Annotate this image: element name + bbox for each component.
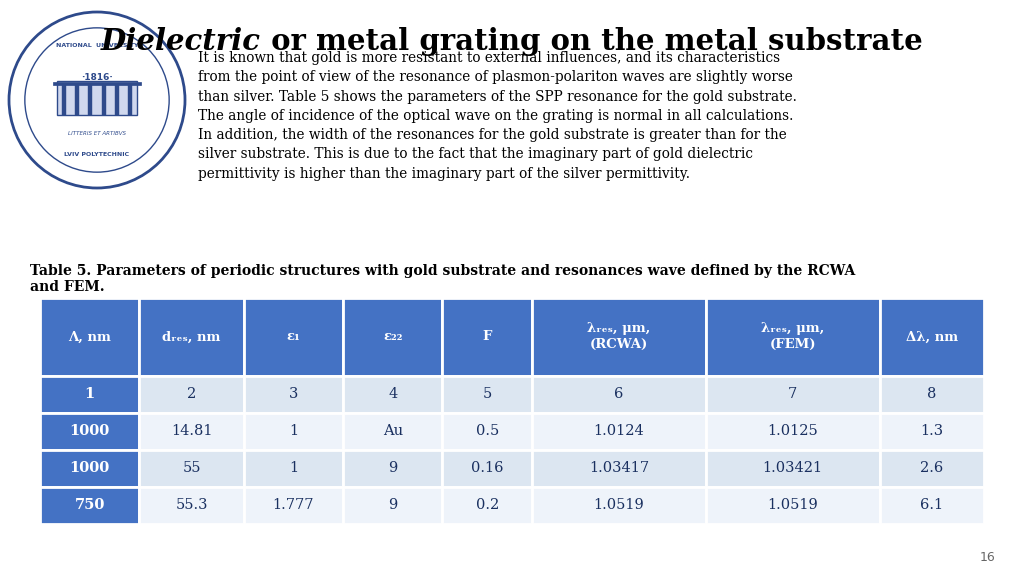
Bar [101, 85, 105, 115]
Bar [40, 450, 139, 487]
Bar [706, 413, 880, 450]
Bar [115, 85, 119, 115]
Bar [880, 450, 984, 487]
Text: 1.0124: 1.0124 [594, 425, 644, 438]
Text: 1: 1 [289, 461, 298, 475]
Bar [880, 413, 984, 450]
Bar [880, 376, 984, 413]
Bar [244, 487, 343, 524]
Text: 16: 16 [979, 551, 995, 564]
Bar [244, 413, 343, 450]
Text: 6.1: 6.1 [921, 498, 943, 513]
Text: 4: 4 [388, 387, 397, 401]
Bar [706, 298, 880, 376]
Bar [139, 450, 244, 487]
Bar [442, 413, 531, 450]
Text: LVIV POLYTECHNIC: LVIV POLYTECHNIC [65, 152, 130, 157]
Bar [57, 81, 136, 115]
Bar [442, 298, 531, 376]
Text: 1.0519: 1.0519 [594, 498, 644, 513]
Text: LITTERIS ET ARTIBVS: LITTERIS ET ARTIBVS [68, 131, 126, 136]
Bar [343, 487, 442, 524]
Bar [244, 376, 343, 413]
Text: and FEM.: and FEM. [30, 280, 104, 294]
Bar [343, 413, 442, 450]
Text: 2.6: 2.6 [921, 461, 943, 475]
Bar [531, 298, 706, 376]
Text: λᵣₑₛ, μm,
(FEM): λᵣₑₛ, μm, (FEM) [761, 323, 824, 351]
Text: 14.81: 14.81 [171, 425, 212, 438]
Bar [139, 298, 244, 376]
Text: 2: 2 [187, 387, 197, 401]
Bar [128, 85, 132, 115]
Text: λᵣₑₛ, μm,
(RCWA): λᵣₑₛ, μm, (RCWA) [587, 323, 650, 351]
Text: 1.3: 1.3 [921, 425, 943, 438]
Bar [706, 450, 880, 487]
Text: Dielectric: Dielectric [101, 27, 261, 56]
Bar [88, 85, 92, 115]
Bar [343, 376, 442, 413]
Bar [706, 376, 880, 413]
Text: 0.2: 0.2 [475, 498, 499, 513]
Text: 5: 5 [482, 387, 492, 401]
Bar [244, 450, 343, 487]
Bar [244, 298, 343, 376]
Text: 1.777: 1.777 [272, 498, 314, 513]
Text: 1000: 1000 [70, 425, 110, 438]
Bar [343, 298, 442, 376]
Text: 9: 9 [388, 498, 397, 513]
Text: 0.5: 0.5 [475, 425, 499, 438]
Bar [139, 487, 244, 524]
Text: Table 5. Parameters of periodic structures with gold substrate and resonances wa: Table 5. Parameters of periodic structur… [30, 264, 855, 278]
Bar [139, 413, 244, 450]
Bar [75, 85, 79, 115]
Bar [442, 376, 531, 413]
Text: 1000: 1000 [70, 461, 110, 475]
Text: 3: 3 [289, 387, 298, 401]
Bar [531, 450, 706, 487]
Text: 6: 6 [614, 387, 624, 401]
Bar [40, 298, 139, 376]
Text: 1: 1 [85, 387, 95, 401]
Bar [53, 82, 140, 85]
Text: or metal grating on the metal substrate: or metal grating on the metal substrate [261, 27, 923, 56]
Text: ·1816·: ·1816· [81, 74, 113, 82]
Text: 8: 8 [927, 387, 937, 401]
Bar [139, 376, 244, 413]
Text: 55.3: 55.3 [175, 498, 208, 513]
Bar [880, 298, 984, 376]
Bar [62, 85, 66, 115]
Text: Δλ, nm: Δλ, nm [906, 331, 957, 343]
Text: F: F [482, 331, 492, 343]
Bar [40, 413, 139, 450]
Text: 1: 1 [289, 425, 298, 438]
Text: ε₁: ε₁ [287, 331, 300, 343]
Bar [442, 487, 531, 524]
Bar [40, 487, 139, 524]
Bar [706, 487, 880, 524]
Text: NATIONAL  UNIVERSITY: NATIONAL UNIVERSITY [55, 43, 138, 48]
Text: 1.03417: 1.03417 [589, 461, 649, 475]
Text: 1.0125: 1.0125 [767, 425, 818, 438]
Text: Au: Au [383, 425, 402, 438]
Bar [343, 450, 442, 487]
Text: It is known that gold is more resistant to external influences, and its characte: It is known that gold is more resistant … [198, 51, 797, 181]
Bar [531, 413, 706, 450]
Bar [880, 487, 984, 524]
Text: 7: 7 [788, 387, 798, 401]
Bar [531, 487, 706, 524]
Bar [531, 376, 706, 413]
Text: dᵣₑₛ, nm: dᵣₑₛ, nm [163, 331, 221, 343]
Text: 1.0519: 1.0519 [767, 498, 818, 513]
Text: 9: 9 [388, 461, 397, 475]
Text: 750: 750 [75, 498, 104, 513]
Text: 1.03421: 1.03421 [763, 461, 822, 475]
Text: ε₂₂: ε₂₂ [383, 331, 402, 343]
Text: 55: 55 [182, 461, 201, 475]
Bar [40, 376, 139, 413]
Text: 0.16: 0.16 [471, 461, 504, 475]
Bar [442, 450, 531, 487]
Text: Λ, nm: Λ, nm [69, 331, 112, 343]
